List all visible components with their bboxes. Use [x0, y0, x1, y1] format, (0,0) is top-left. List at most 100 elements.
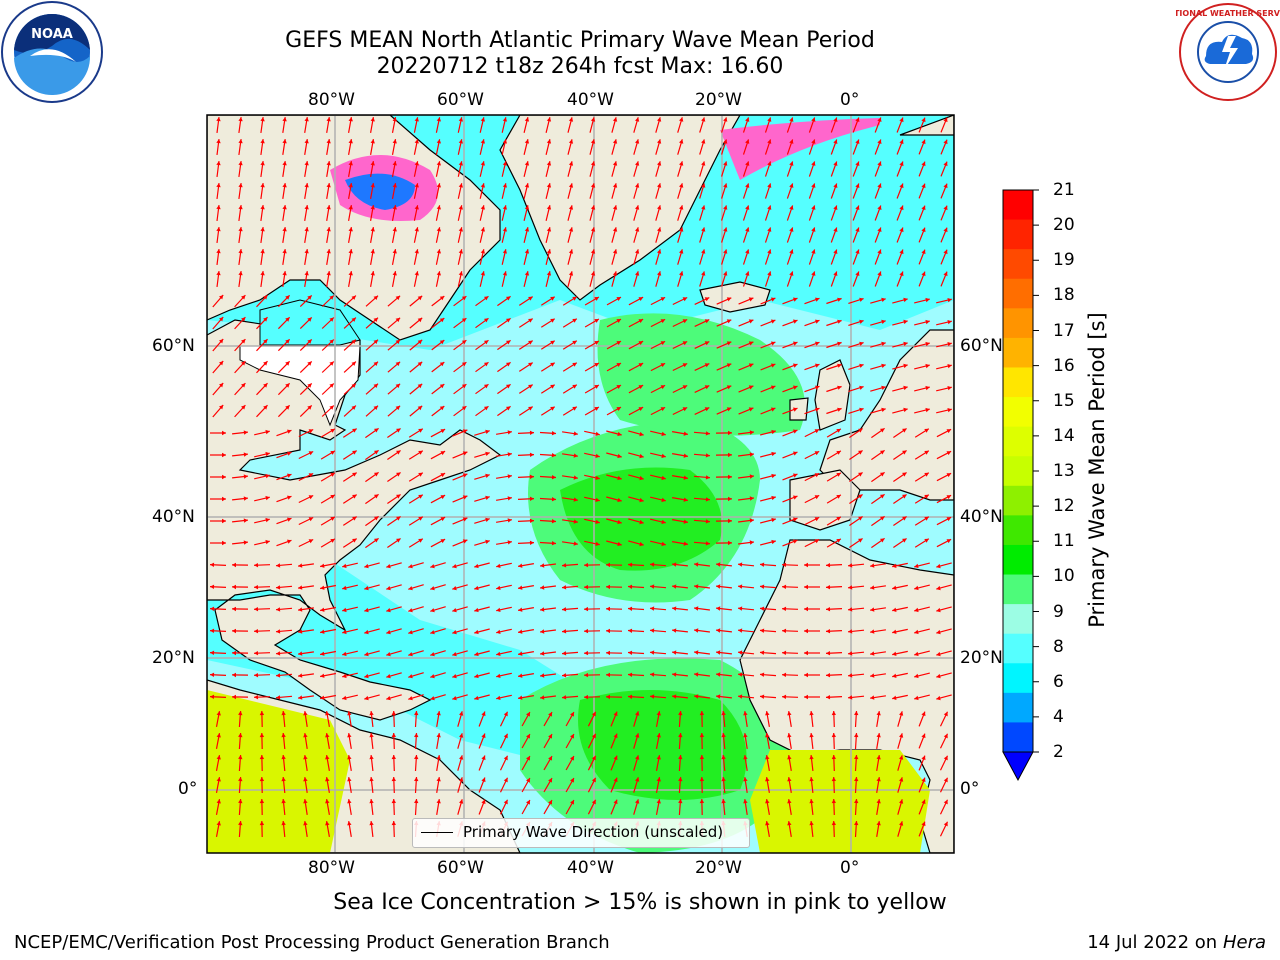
wave-arrowhead: [219, 317, 224, 322]
wave-arrowhead: [855, 139, 860, 144]
wave-arrowhead: [480, 117, 485, 122]
wave-arrowhead: [921, 117, 926, 123]
wave-arrowhead: [639, 497, 644, 503]
wave-arrowhead: [396, 450, 401, 455]
wave-arrowhead: [308, 495, 314, 500]
wave-arrowhead: [877, 271, 882, 276]
wave-arrowhead: [704, 297, 710, 302]
wave-arrowhead: [767, 117, 772, 122]
wave-arrowhead: [392, 183, 397, 188]
colorbar-segment: [1003, 692, 1033, 723]
colorbar-segment: [1003, 249, 1033, 280]
wave-arrowhead: [613, 799, 618, 805]
colorbar-segment: [1003, 190, 1033, 221]
wave-arrowhead: [395, 339, 401, 345]
wave-arrowhead: [518, 585, 523, 590]
wave-arrowhead: [263, 383, 268, 388]
land-greenland: [499, 115, 741, 301]
colorbar-segment: [1003, 604, 1033, 635]
wave-arrowhead: [480, 249, 485, 254]
wave-arrowhead: [238, 161, 243, 166]
wave-arrowhead: [222, 452, 226, 458]
wave-arrowhead: [459, 777, 464, 782]
wave-arrowhead: [232, 606, 236, 612]
wave-arrowhead: [749, 540, 754, 545]
wave-arrowhead: [439, 296, 445, 301]
wave-arrowhead: [831, 733, 836, 738]
wave-arrowhead: [771, 473, 776, 479]
wave-arrowhead: [947, 364, 952, 369]
wave-arrowhead: [395, 295, 401, 301]
wave-arrowhead: [595, 497, 600, 502]
wave-arrowhead: [481, 733, 486, 739]
wave-arrowhead: [210, 584, 215, 589]
wave-arrowhead: [925, 297, 930, 303]
wave-arrowhead: [723, 271, 728, 276]
wave-arrowhead: [370, 205, 375, 210]
wave-arrowhead: [694, 672, 699, 677]
wave-arrowhead: [474, 629, 479, 635]
wave-arrowhead: [616, 363, 621, 367]
wave-arrowhead: [716, 606, 721, 611]
wave-arrowhead: [528, 406, 533, 411]
wave-arrowhead: [462, 517, 468, 522]
wave-arrowhead: [881, 407, 886, 412]
wave-arrowhead: [241, 361, 246, 366]
wave-arrowhead: [540, 607, 545, 612]
wave-arrowhead: [238, 777, 243, 782]
land-british-isles: [789, 359, 851, 431]
wave-arrowhead: [826, 563, 831, 568]
wave-arrowhead: [789, 161, 794, 166]
wave-arrowhead: [848, 695, 853, 700]
wave-arrowhead: [594, 341, 599, 345]
wave-arrowhead: [811, 249, 816, 254]
wave-arrowhead: [392, 161, 397, 166]
wave-arrowhead: [793, 473, 798, 478]
wave-arrowhead: [528, 296, 533, 301]
tick-right-40n: 40°N: [960, 507, 1003, 527]
wave-arrowhead: [374, 538, 379, 543]
wave-arrowhead: [833, 161, 838, 166]
wave-arrowhead: [947, 386, 952, 391]
wave-arrowhead: [526, 778, 530, 783]
wave-arrowhead: [436, 139, 441, 144]
wave-arrowhead: [748, 297, 754, 302]
wave-arrowhead: [704, 319, 710, 324]
wave-arrowhead: [628, 562, 633, 567]
wave-arrowhead: [528, 340, 533, 345]
wave-arrowhead: [672, 672, 677, 677]
wave-arrowhead: [748, 319, 754, 324]
wave-arrowhead: [418, 472, 423, 477]
footer-date: 14 Jul 2022 on Hera: [1087, 932, 1266, 953]
wave-arrowhead: [859, 407, 864, 412]
wave-arrowhead: [854, 799, 859, 804]
wave-arrowhead: [638, 363, 644, 367]
wave-arrowhead: [782, 672, 787, 677]
wave-arrowhead: [440, 451, 446, 456]
wave-arrowhead: [550, 362, 555, 367]
wave-arrowhead: [612, 205, 618, 210]
graticule: [207, 115, 954, 853]
wave-arrowhead: [921, 777, 926, 783]
wave-arrowhead: [243, 452, 248, 457]
wave-arrowhead: [395, 383, 401, 389]
wave-arrowhead: [591, 755, 596, 761]
wave-arrowhead: [699, 799, 705, 804]
wave-arrowhead: [716, 672, 721, 677]
wave-arrowhead: [285, 295, 290, 300]
land-europe: [819, 115, 954, 501]
wave-arrowhead: [540, 651, 545, 656]
wave-arrowhead: [701, 117, 706, 122]
wave-arrowhead: [373, 317, 378, 322]
wave-arrowhead: [787, 777, 792, 782]
wave-arrowhead: [222, 430, 226, 436]
tick-left-60n: 60°N: [152, 336, 195, 356]
wave-arrowhead: [320, 651, 325, 656]
wave-arrowhead: [591, 711, 596, 717]
wave-arrowhead: [222, 474, 226, 480]
wave-arrowhead: [281, 821, 286, 826]
wave-arrowhead: [551, 453, 556, 458]
colorbar-segment: [1003, 485, 1033, 516]
wave-arrowhead: [417, 339, 423, 345]
wave-arrowhead: [657, 249, 662, 254]
